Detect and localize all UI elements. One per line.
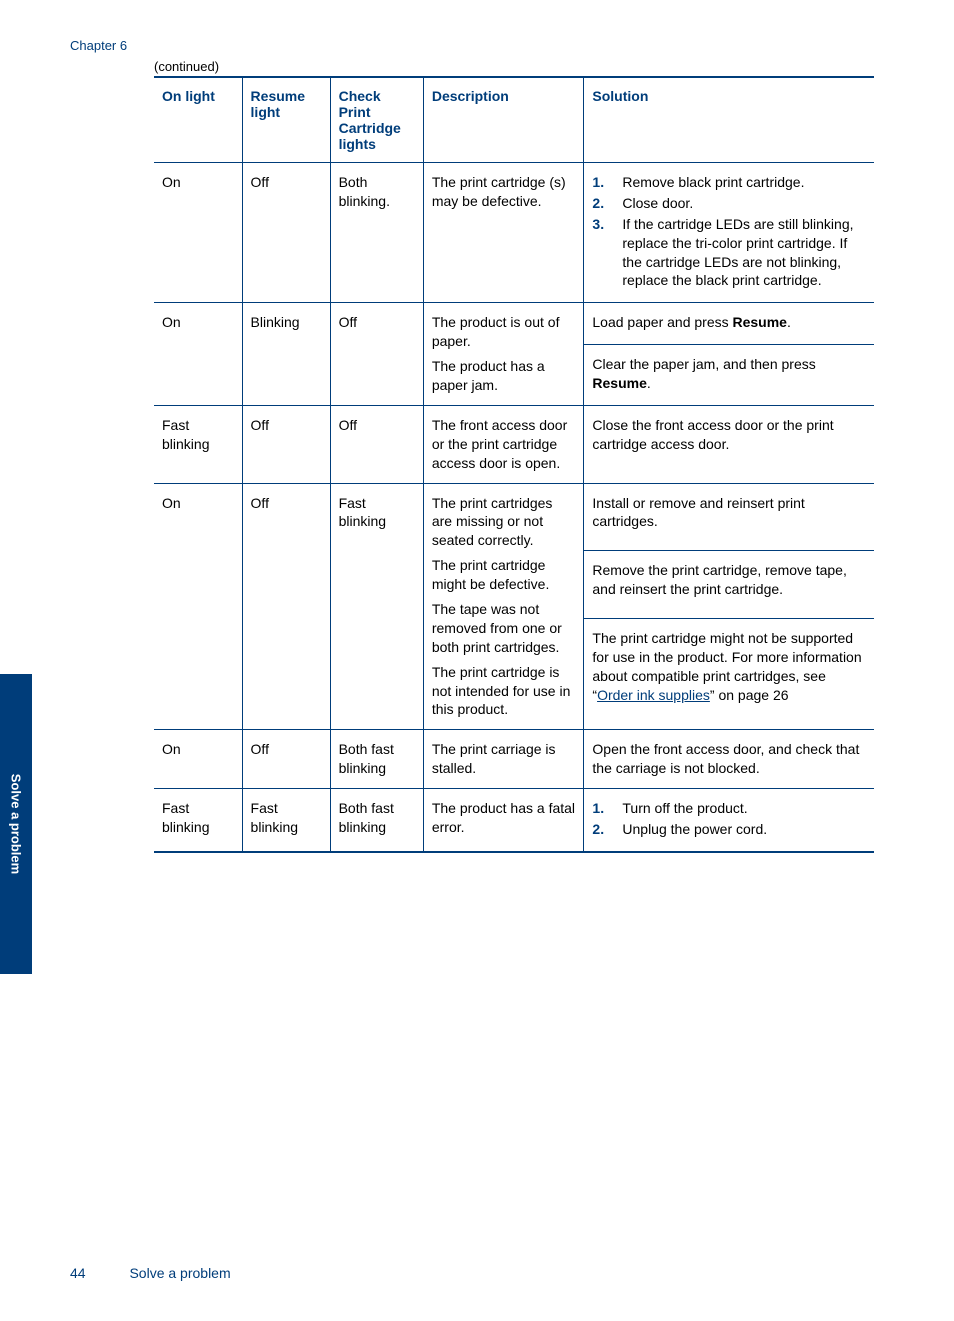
solution-list: Remove black print cartridge. Close door… <box>592 173 866 290</box>
cell: Fast blinking <box>154 405 242 483</box>
troubleshooting-table: On light Resume light Check Print Cartri… <box>154 76 874 853</box>
cell: Both fast blinking <box>330 730 423 789</box>
cell: On <box>154 303 242 406</box>
table-row: Fast blinking Off Off The front access d… <box>154 405 874 483</box>
chapter-label: Chapter 6 <box>70 38 864 53</box>
header-solution: Solution <box>584 77 874 163</box>
cell: On <box>154 483 242 730</box>
table-row: On Off Both fast blinking The print carr… <box>154 730 874 789</box>
desc-text: The tape was not removed from one or bot… <box>432 600 576 657</box>
cell: Fast blinking <box>330 483 423 730</box>
cell: Off <box>242 405 330 483</box>
sol-text: . <box>647 375 651 391</box>
continued-label: (continued) <box>154 59 864 74</box>
cell: The print cartridge (s) may be defective… <box>423 163 584 303</box>
cell: The print cartridge might not be support… <box>584 619 874 730</box>
header-check-cartridge: Check Print Cartridge lights <box>330 77 423 163</box>
header-resume-light: Resume light <box>242 77 330 163</box>
desc-text: The print cartridge might be defective. <box>432 556 576 594</box>
table-row: Fast blinking Fast blinking Both fast bl… <box>154 789 874 852</box>
header-on-light: On light <box>154 77 242 163</box>
list-item: Remove black print cartridge. <box>616 173 866 192</box>
list-item: Close door. <box>616 194 866 213</box>
cell: Remove black print cartridge. Close door… <box>584 163 874 303</box>
cell: Close the front access door or the print… <box>584 405 874 483</box>
list-item: Unplug the power cord. <box>616 820 866 839</box>
footer-section: Solve a problem <box>129 1265 230 1281</box>
cell: The print carriage is stalled. <box>423 730 584 789</box>
cell: Both fast blinking <box>330 789 423 852</box>
cell: Off <box>330 405 423 483</box>
cell: On <box>154 163 242 303</box>
desc-text: The product has a paper jam. <box>432 357 576 395</box>
order-supplies-link[interactable]: Order ink supplies <box>597 687 710 703</box>
cell: Remove the print cartridge, remove tape,… <box>584 551 874 619</box>
cell: The front access door or the print cartr… <box>423 405 584 483</box>
cell: Blinking <box>242 303 330 406</box>
page-number: 44 <box>70 1265 86 1281</box>
sol-bold: Resume <box>592 375 646 391</box>
cell: Fast blinking <box>242 789 330 852</box>
cell: Load paper and press Resume. <box>584 303 874 344</box>
cell: Off <box>242 730 330 789</box>
sol-bold: Resume <box>733 314 787 330</box>
cell: Turn off the product. Unplug the power c… <box>584 789 874 852</box>
cell: The product is out of paper. The product… <box>423 303 584 406</box>
sol-text: Load paper and press <box>592 314 732 330</box>
sol-text: ” on page 26 <box>710 687 789 703</box>
table-row: On Off Fast blinking The print cartridge… <box>154 483 874 551</box>
table-row: On Off Both blinking. The print cartridg… <box>154 163 874 303</box>
page-footer: 44 Solve a problem <box>70 1265 231 1281</box>
sol-text: Clear the paper jam, and then press <box>592 356 815 372</box>
cell: Clear the paper jam, and then press Resu… <box>584 344 874 405</box>
list-item: If the cartridge LEDs are still blinking… <box>616 215 866 291</box>
cell: The product has a fatal error. <box>423 789 584 852</box>
table-header-row: On light Resume light Check Print Cartri… <box>154 77 874 163</box>
cell: Open the front access door, and check th… <box>584 730 874 789</box>
solution-list: Turn off the product. Unplug the power c… <box>592 799 866 839</box>
cell: Off <box>242 483 330 730</box>
cell: Fast blinking <box>154 789 242 852</box>
desc-text: The product is out of paper. <box>432 313 576 351</box>
desc-text: The print cartridges are missing or not … <box>432 494 576 551</box>
list-item: Turn off the product. <box>616 799 866 818</box>
desc-text: The print cartridge is not intended for … <box>432 663 576 720</box>
sol-text: . <box>787 314 791 330</box>
cell: Both blinking. <box>330 163 423 303</box>
header-description: Description <box>423 77 584 163</box>
cell: On <box>154 730 242 789</box>
cell: Install or remove and reinsert print car… <box>584 483 874 551</box>
cell: Off <box>330 303 423 406</box>
table-row: On Blinking Off The product is out of pa… <box>154 303 874 344</box>
cell: Off <box>242 163 330 303</box>
cell: The print cartridges are missing or not … <box>423 483 584 730</box>
